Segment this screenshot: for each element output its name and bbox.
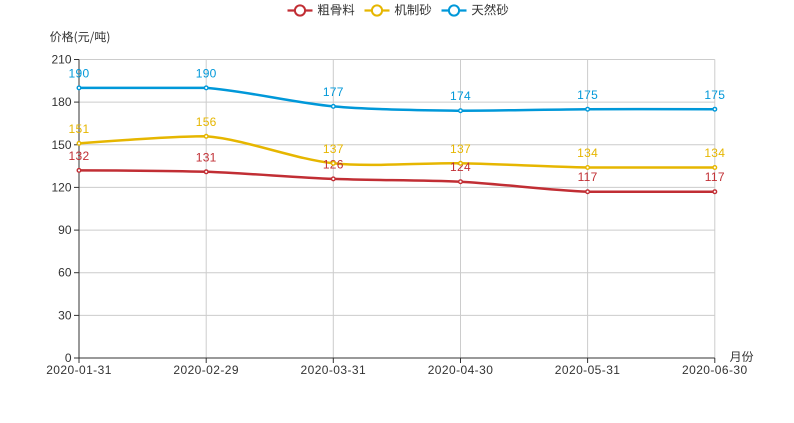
svg-text:137: 137	[450, 142, 471, 156]
svg-text:2020-06-30: 2020-06-30	[682, 363, 748, 377]
svg-text:150: 150	[51, 138, 71, 152]
svg-text:175: 175	[577, 88, 598, 102]
svg-text:132: 132	[69, 149, 90, 163]
svg-text:156: 156	[196, 115, 217, 129]
svg-text:190: 190	[196, 66, 217, 80]
svg-text:120: 120	[51, 180, 71, 194]
svg-text:117: 117	[578, 170, 598, 184]
svg-text:2020-04-30: 2020-04-30	[428, 363, 494, 377]
svg-text:190: 190	[69, 66, 90, 80]
svg-text:117: 117	[705, 170, 725, 184]
svg-text:30: 30	[58, 308, 72, 322]
svg-text:2020-01-31: 2020-01-31	[46, 363, 112, 377]
svg-text:90: 90	[58, 223, 72, 237]
svg-text:2020-02-29: 2020-02-29	[173, 363, 239, 377]
svg-text:174: 174	[450, 89, 471, 103]
svg-text:2020-05-31: 2020-05-31	[555, 363, 621, 377]
svg-text:180: 180	[51, 95, 71, 109]
svg-text:177: 177	[323, 85, 344, 99]
svg-text:210: 210	[51, 53, 71, 67]
svg-text:131: 131	[196, 150, 217, 164]
svg-text:137: 137	[323, 142, 344, 156]
svg-text:134: 134	[577, 146, 598, 160]
svg-text:124: 124	[450, 160, 471, 174]
svg-text:151: 151	[69, 122, 90, 136]
svg-text:2020-03-31: 2020-03-31	[301, 363, 367, 377]
svg-text:134: 134	[704, 146, 725, 160]
svg-text:175: 175	[704, 88, 725, 102]
svg-text:0: 0	[65, 351, 72, 365]
svg-text:60: 60	[58, 266, 72, 280]
